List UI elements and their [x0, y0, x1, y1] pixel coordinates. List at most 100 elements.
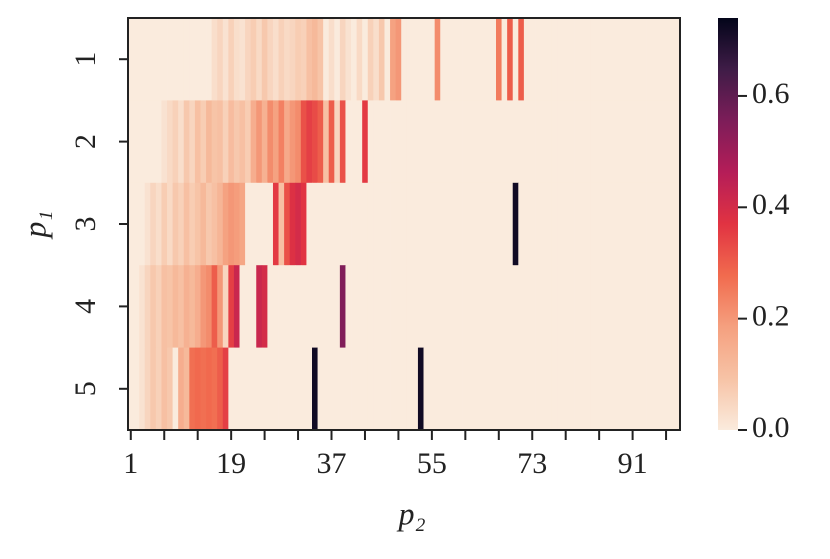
- cell: [423, 182, 430, 266]
- cell: [362, 182, 369, 266]
- cell: [267, 182, 274, 266]
- cell: [339, 347, 346, 431]
- cell: [367, 265, 374, 348]
- cell: [496, 182, 502, 266]
- cell: [473, 347, 480, 431]
- cell: [512, 265, 519, 348]
- cell: [306, 182, 313, 266]
- cell: [373, 100, 380, 184]
- cell: [194, 347, 201, 431]
- cell: [456, 100, 463, 184]
- cell: [507, 100, 514, 184]
- cell: [434, 182, 441, 266]
- cell: [367, 347, 374, 431]
- cell: [624, 18, 631, 101]
- cell: [155, 100, 162, 184]
- cell: [579, 182, 586, 266]
- cell: [618, 347, 625, 431]
- cell: [362, 265, 369, 348]
- cell: [501, 347, 508, 431]
- cell: [601, 347, 608, 431]
- cell: [133, 347, 140, 431]
- cell: [429, 182, 436, 266]
- cell: [568, 100, 575, 184]
- cell: [351, 100, 358, 184]
- cell: [272, 100, 279, 184]
- cell: [172, 100, 179, 184]
- cell: [345, 100, 352, 184]
- cell: [284, 182, 291, 266]
- cell: [384, 347, 391, 431]
- cell: [401, 347, 408, 431]
- cell: [211, 182, 218, 266]
- cell: [596, 347, 603, 431]
- cell: [356, 182, 363, 266]
- cell: [635, 347, 642, 431]
- cell: [657, 18, 664, 101]
- cell: [624, 265, 631, 348]
- cell: [139, 18, 146, 101]
- cell: [518, 18, 525, 101]
- cell: [267, 18, 274, 101]
- cell: [395, 100, 402, 184]
- cell: [535, 182, 542, 266]
- cell: [323, 100, 330, 184]
- cell: [155, 265, 162, 348]
- cell: [239, 347, 246, 431]
- cell: [663, 100, 670, 184]
- cell: [635, 265, 642, 348]
- cell: [284, 100, 291, 184]
- cell: [278, 18, 285, 101]
- cell: [233, 100, 240, 184]
- cell: [178, 265, 185, 348]
- cell: [646, 347, 653, 431]
- cell: [295, 182, 302, 266]
- cell: [546, 18, 553, 101]
- cell: [150, 265, 157, 348]
- cell: [590, 182, 597, 266]
- y-tick-label: 2: [69, 134, 102, 149]
- cell: [501, 18, 508, 101]
- cell: [378, 347, 385, 431]
- cell: [300, 100, 307, 184]
- cell: [245, 100, 252, 184]
- cell: [512, 347, 519, 431]
- cell: [412, 182, 419, 266]
- cell: [378, 265, 385, 348]
- y-tick-label: 5: [69, 381, 102, 396]
- cell: [378, 182, 385, 266]
- cell: [200, 182, 207, 266]
- cell: [172, 182, 179, 266]
- cell: [635, 100, 642, 184]
- cell: [345, 182, 352, 266]
- cell: [222, 18, 229, 101]
- cell: [200, 347, 207, 431]
- cell: [562, 18, 569, 101]
- cell: [629, 182, 636, 266]
- cell: [183, 265, 190, 348]
- cell: [356, 347, 363, 431]
- cell: [128, 18, 134, 101]
- cell: [434, 265, 441, 348]
- cell: [590, 18, 597, 101]
- cell: [652, 100, 659, 184]
- cell: [150, 100, 157, 184]
- cell: [323, 182, 330, 266]
- cell: [373, 265, 380, 348]
- cell: [378, 100, 385, 184]
- cell: [233, 347, 240, 431]
- cell: [657, 100, 664, 184]
- cell: [607, 347, 614, 431]
- cell: [579, 347, 586, 431]
- cell: [523, 182, 530, 266]
- cell: [206, 182, 213, 266]
- cell: [574, 100, 581, 184]
- cell: [540, 182, 547, 266]
- cell: [289, 100, 296, 184]
- cell: [239, 18, 246, 101]
- cell: [640, 265, 647, 348]
- cell: [417, 182, 424, 266]
- cell: [496, 18, 502, 101]
- cell: [133, 100, 140, 184]
- cell: [384, 182, 391, 266]
